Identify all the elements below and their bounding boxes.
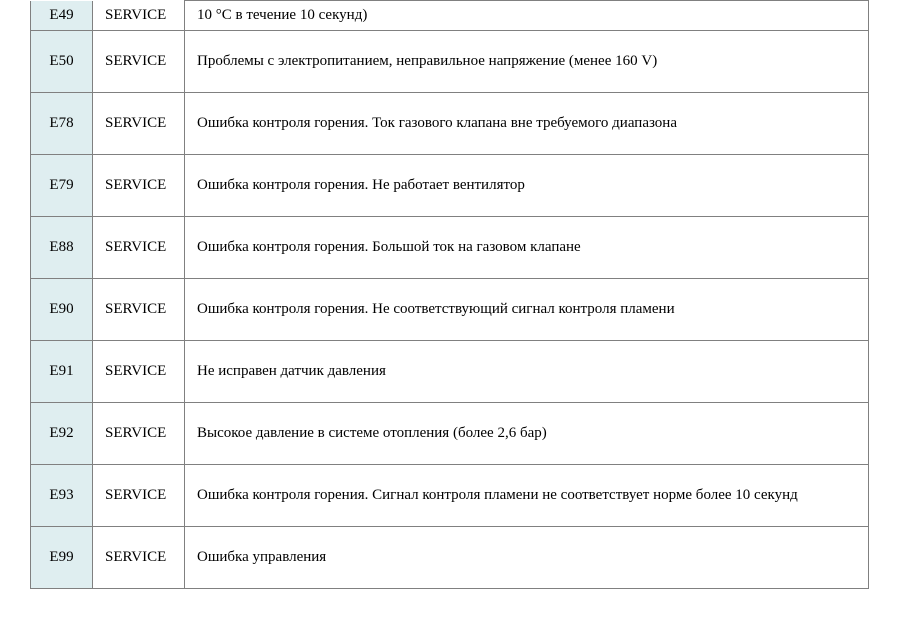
description-cell: Ошибка управления <box>185 527 869 589</box>
code-cell: E99 <box>31 527 93 589</box>
code-cell: E92 <box>31 403 93 465</box>
service-cell: SERVICE <box>93 155 185 217</box>
service-cell: SERVICE <box>93 465 185 527</box>
table-row: E50 SERVICE Проблемы с электропитанием, … <box>31 31 869 93</box>
error-codes-table: E49 SERVICE 10 °C в течение 10 секунд) E… <box>30 0 869 589</box>
code-cell: E50 <box>31 31 93 93</box>
page-wrap: E49 SERVICE 10 °C в течение 10 секунд) E… <box>0 0 899 609</box>
service-cell: SERVICE <box>93 31 185 93</box>
code-cell: E90 <box>31 279 93 341</box>
table-row: E78 SERVICE Ошибка контроля горения. Ток… <box>31 93 869 155</box>
code-cell: E78 <box>31 93 93 155</box>
code-cell: E88 <box>31 217 93 279</box>
table-row: E49 SERVICE 10 °C в течение 10 секунд) <box>31 1 869 31</box>
service-cell: SERVICE <box>93 341 185 403</box>
description-cell: Не исправен датчик давления <box>185 341 869 403</box>
table-row: E91 SERVICE Не исправен датчик давления <box>31 341 869 403</box>
description-cell: Проблемы с электропитанием, неправильное… <box>185 31 869 93</box>
service-cell: SERVICE <box>93 403 185 465</box>
code-cell: E93 <box>31 465 93 527</box>
service-cell: SERVICE <box>93 1 185 31</box>
table-row: E93 SERVICE Ошибка контроля горения. Сиг… <box>31 465 869 527</box>
service-cell: SERVICE <box>93 527 185 589</box>
description-cell: 10 °C в течение 10 секунд) <box>185 1 869 31</box>
table-row: E79 SERVICE Ошибка контроля горения. Не … <box>31 155 869 217</box>
description-cell: Ошибка контроля горения. Ток газового кл… <box>185 93 869 155</box>
table-row: E92 SERVICE Высокое давление в системе о… <box>31 403 869 465</box>
description-cell: Ошибка контроля горения. Не работает вен… <box>185 155 869 217</box>
service-cell: SERVICE <box>93 217 185 279</box>
code-cell: E49 <box>31 1 93 31</box>
table-row: E90 SERVICE Ошибка контроля горения. Не … <box>31 279 869 341</box>
service-cell: SERVICE <box>93 279 185 341</box>
description-cell: Ошибка контроля горения. Сигнал контроля… <box>185 465 869 527</box>
description-cell: Ошибка контроля горения. Не соответствую… <box>185 279 869 341</box>
description-cell: Высокое давление в системе отопления (бо… <box>185 403 869 465</box>
table-row: E99 SERVICE Ошибка управления <box>31 527 869 589</box>
code-cell: E79 <box>31 155 93 217</box>
table-row: E88 SERVICE Ошибка контроля горения. Бол… <box>31 217 869 279</box>
code-cell: E91 <box>31 341 93 403</box>
service-cell: SERVICE <box>93 93 185 155</box>
description-cell: Ошибка контроля горения. Большой ток на … <box>185 217 869 279</box>
